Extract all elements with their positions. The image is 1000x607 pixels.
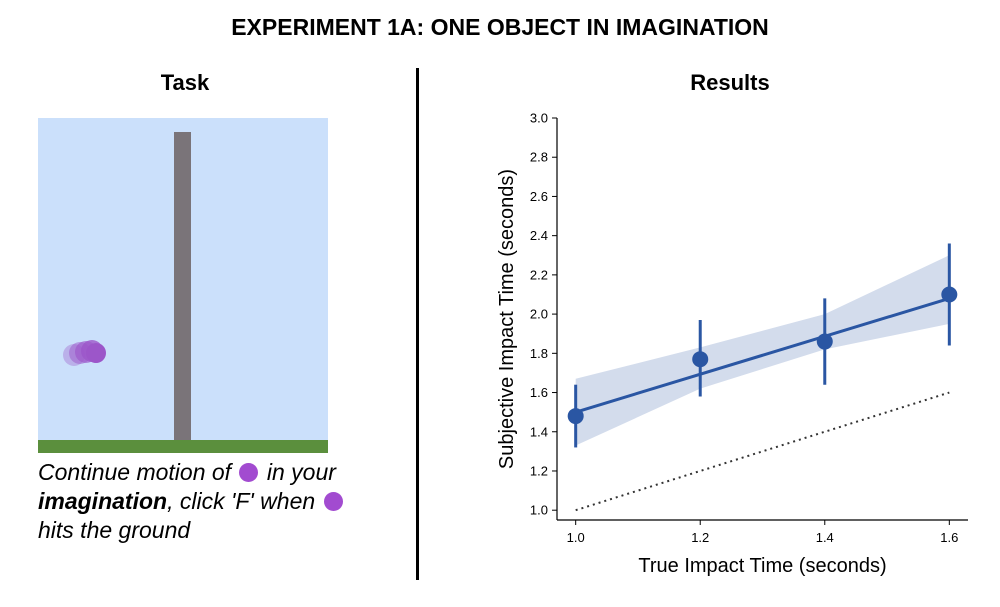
fit-line-layer	[575, 296, 950, 414]
instruction-text: hits the ground	[38, 517, 191, 543]
data-points-layer	[567, 286, 958, 425]
fit-confidence-band	[575, 255, 950, 446]
task-scene	[38, 118, 328, 453]
ground	[38, 440, 328, 453]
data-point	[941, 286, 958, 303]
instruction-emphasis: imagination	[38, 488, 168, 514]
panel-divider	[416, 68, 419, 580]
x-tick-label: 1.4	[816, 530, 834, 545]
y-tick-label: 2.8	[530, 150, 548, 165]
y-tick-label: 3.0	[530, 111, 548, 126]
data-point	[692, 351, 709, 368]
y-axis-label: Subjective Impact Time (seconds)	[496, 169, 518, 469]
data-point	[816, 333, 833, 350]
ball-icon	[239, 463, 259, 482]
y-tick-label: 2.2	[530, 267, 548, 282]
instruction-text: Continue motion of	[38, 459, 232, 485]
y-tick-label: 2.4	[530, 228, 548, 243]
y-tick-label: 1.0	[530, 503, 548, 518]
y-tick-label: 2.0	[530, 307, 548, 322]
instruction-text: , click 'F' when	[167, 488, 316, 514]
pillar	[174, 132, 191, 442]
y-tick-label: 2.6	[530, 189, 548, 204]
x-tick-label: 1.0	[567, 530, 585, 545]
results-chart: 1.0 1.2 1.4 1.6 1.8 2.0 2.2 2.4 2.6 2.8 3.0 1.0 1.2 1…	[496, 111, 968, 577]
x-axis-label: True Impact Time (seconds)	[638, 555, 886, 577]
results-panel-title: Results	[690, 70, 770, 95]
axes-layer: 1.0 1.2 1.4 1.6 1.8 2.0 2.2 2.4 2.6 2.8 3.0 1.0 1.2 1…	[496, 111, 968, 577]
y-tick-label: 1.8	[530, 346, 548, 361]
ball	[86, 343, 106, 363]
y-tick-label: 1.4	[530, 424, 548, 439]
ball-icon	[323, 492, 343, 511]
fit-confidence-band-layer	[575, 255, 950, 446]
task-instructions: Continue motion of in your imagination, …	[38, 458, 378, 545]
y-tick-label: 1.6	[530, 385, 548, 400]
task-panel-title: Task	[160, 70, 210, 95]
fit-line	[575, 296, 950, 414]
y-tick-label: 1.2	[530, 463, 548, 478]
x-tick-label: 1.2	[691, 530, 709, 545]
figure-title: EXPERIMENT 1A: ONE OBJECT IN IMAGINATION	[231, 14, 769, 40]
data-point	[567, 408, 584, 425]
x-tick-label: 1.6	[940, 530, 958, 545]
instruction-text: in your	[266, 459, 336, 485]
